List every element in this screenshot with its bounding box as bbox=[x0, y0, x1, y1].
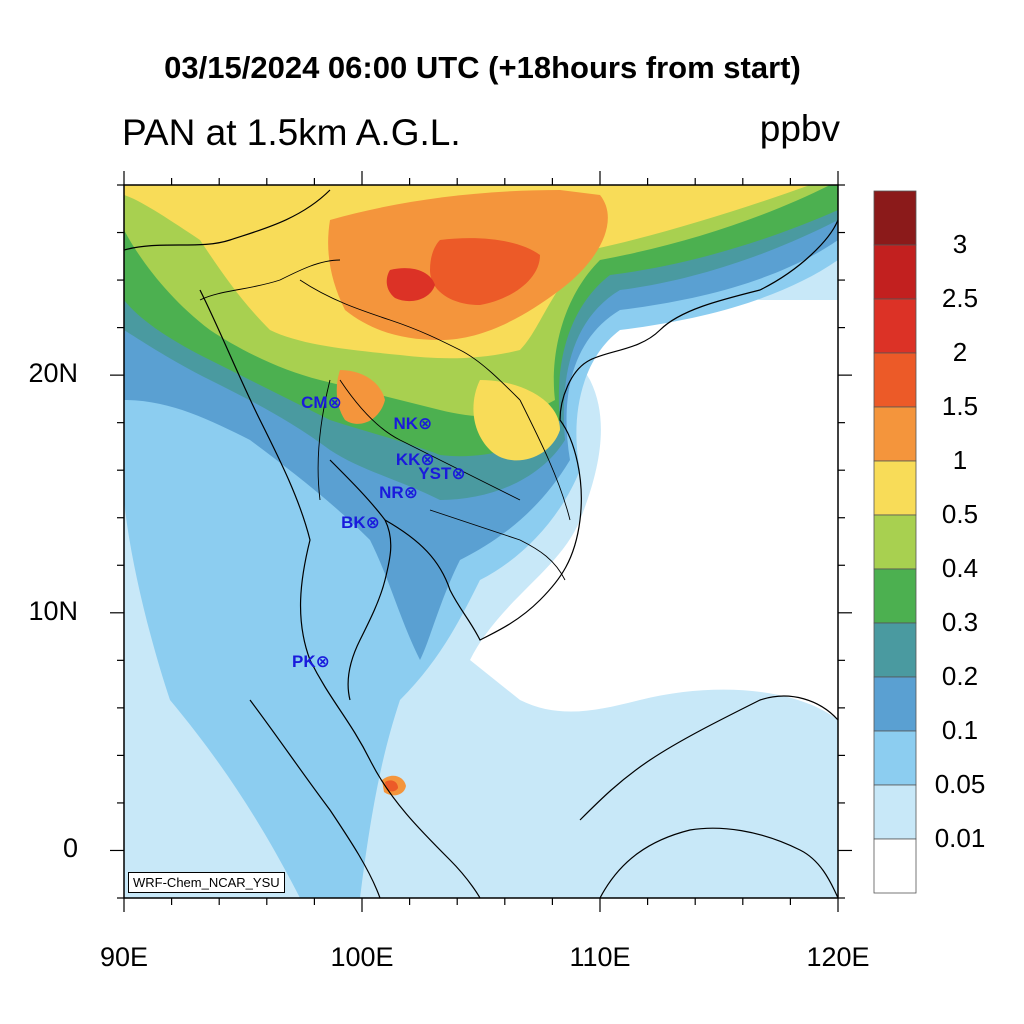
lon-tick-label: 110E bbox=[569, 942, 631, 972]
colorbar-swatch bbox=[873, 568, 917, 624]
station-code: KK bbox=[395, 449, 421, 469]
station-code: BK bbox=[341, 512, 366, 532]
colorbar-label: 0.3 bbox=[941, 607, 979, 637]
station-marker: BK⊗ bbox=[341, 513, 380, 533]
lat-tick-label: 0 bbox=[62, 833, 78, 864]
axis-frame bbox=[123, 184, 839, 899]
colorbar-swatch bbox=[873, 784, 917, 840]
station-cross-circle-icon: ⊗ bbox=[315, 651, 330, 671]
colorbar-swatch bbox=[873, 838, 917, 894]
colorbar-label: 1.5 bbox=[941, 391, 979, 421]
colorbar-label: 2 bbox=[952, 337, 968, 367]
colorbar-swatch bbox=[873, 244, 917, 300]
colorbar-label: 3 bbox=[952, 229, 968, 259]
colorbar-label: 0.5 bbox=[941, 499, 979, 529]
colorbar-swatch bbox=[873, 406, 917, 462]
colorbar-label: 0.1 bbox=[941, 715, 979, 745]
station-code: NK bbox=[393, 414, 418, 434]
station-cross-circle-icon: ⊗ bbox=[327, 392, 342, 412]
colorbar bbox=[873, 190, 917, 894]
map-title: 03/15/2024 06:00 UTC (+18hours from star… bbox=[164, 50, 801, 85]
colorbar-label: 2.5 bbox=[941, 283, 979, 313]
concentration-field bbox=[124, 185, 838, 898]
colorbar-swatch bbox=[873, 298, 917, 354]
station-marker: CM⊗ bbox=[301, 393, 342, 413]
station-marker: YST⊗ bbox=[418, 464, 465, 484]
station-cross-circle-icon: ⊗ bbox=[418, 414, 433, 434]
colorbar-label: 0.4 bbox=[941, 553, 979, 583]
colorbar-swatch bbox=[873, 190, 917, 246]
coastlines bbox=[124, 189, 838, 898]
colorbar-swatch bbox=[873, 676, 917, 732]
colorbar-swatch bbox=[873, 622, 917, 678]
lon-tick-label: 90E bbox=[99, 942, 149, 972]
station-cross-circle-icon: ⊗ bbox=[365, 512, 380, 532]
colorbar-swatch bbox=[873, 730, 917, 786]
station-code: PK bbox=[292, 651, 316, 671]
model-credit: WRF-Chem_NCAR_YSU bbox=[128, 872, 285, 893]
lat-tick-label: 10N bbox=[28, 595, 78, 626]
station-marker: PK⊗ bbox=[292, 652, 330, 672]
axis-ticks bbox=[110, 171, 852, 912]
colorbar-label: 0.01 bbox=[934, 823, 986, 853]
lat-tick-label: 20N bbox=[28, 358, 78, 389]
lon-tick-label: 120E bbox=[806, 942, 870, 972]
station-marker: KK⊗ bbox=[396, 450, 435, 470]
station-code: YST bbox=[418, 463, 452, 483]
colorbar-swatch bbox=[873, 514, 917, 570]
colorbar-label: 0.05 bbox=[934, 769, 986, 799]
lon-tick-label: 100E bbox=[330, 942, 394, 972]
station-cross-circle-icon: ⊗ bbox=[403, 482, 418, 502]
station-cross-circle-icon: ⊗ bbox=[420, 449, 435, 469]
borders bbox=[199, 259, 571, 581]
station-cross-circle-icon: ⊗ bbox=[451, 463, 466, 483]
colorbar-swatch bbox=[873, 460, 917, 516]
units-label: ppbv bbox=[759, 108, 840, 149]
colorbar-label: 1 bbox=[952, 445, 968, 475]
station-code: NR bbox=[379, 482, 404, 502]
station-code: CM bbox=[301, 392, 328, 412]
station-marker: NR⊗ bbox=[379, 483, 418, 503]
colorbar-label: 0.2 bbox=[941, 661, 979, 691]
variable-label: PAN at 1.5km A.G.L. bbox=[122, 112, 461, 153]
station-marker: NK⊗ bbox=[393, 414, 432, 434]
colorbar-swatch bbox=[873, 352, 917, 408]
